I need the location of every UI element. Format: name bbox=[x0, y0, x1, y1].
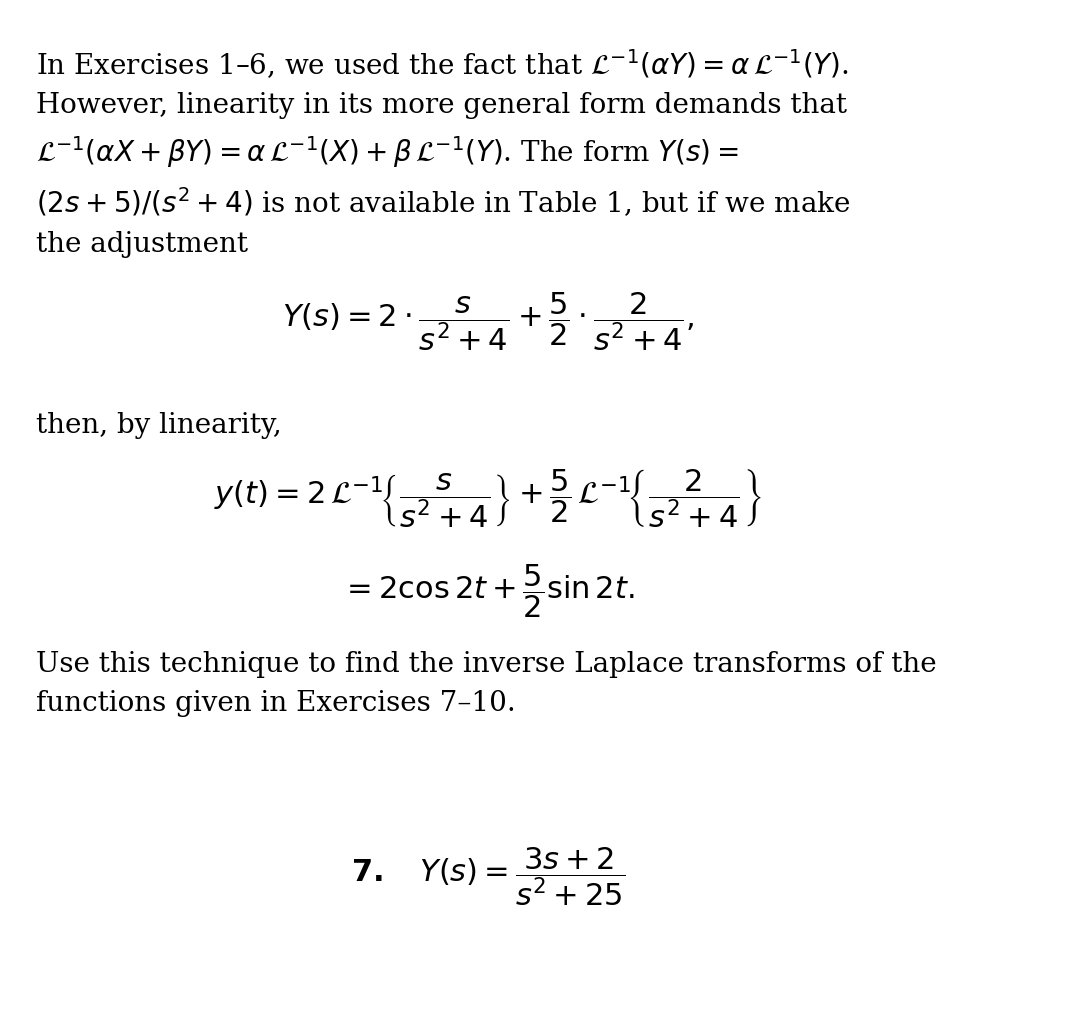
Text: $Y(s) = 2 \cdot \dfrac{s}{s^2+4} + \dfrac{5}{2} \cdot \dfrac{2}{s^2+4},$: $Y(s) = 2 \cdot \dfrac{s}{s^2+4} + \dfra… bbox=[282, 291, 694, 354]
Text: then, by linearity,: then, by linearity, bbox=[35, 411, 282, 439]
Text: $= 2\cos 2t + \dfrac{5}{2}\sin 2t.$: $= 2\cos 2t + \dfrac{5}{2}\sin 2t.$ bbox=[341, 562, 634, 620]
Text: $\mathbf{7.}\quad Y(s) = \dfrac{3s+2}{s^2+25}$: $\mathbf{7.}\quad Y(s) = \dfrac{3s+2}{s^… bbox=[350, 845, 624, 908]
Text: $y(t) = 2\,\mathcal{L}^{-1}\!\left\{\dfrac{s}{s^2+4}\right\} + \dfrac{5}{2}\,\ma: $y(t) = 2\,\mathcal{L}^{-1}\!\left\{\dfr… bbox=[214, 467, 761, 530]
Text: Use this technique to find the inverse Laplace transforms of the
functions given: Use this technique to find the inverse L… bbox=[35, 651, 936, 717]
Text: In Exercises 1–6, we used the fact that $\mathcal{L}^{-1}(\alpha Y) = \alpha\, \: In Exercises 1–6, we used the fact that … bbox=[35, 47, 850, 258]
